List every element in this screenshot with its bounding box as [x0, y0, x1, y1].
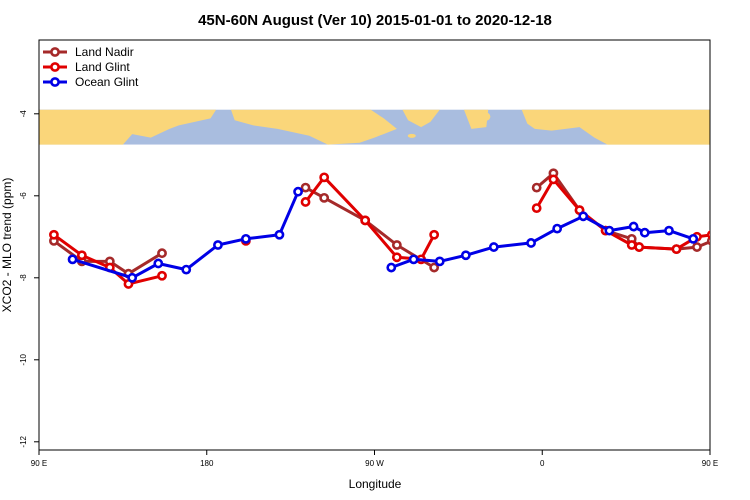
land-glint-point — [49, 229, 59, 240]
map-island-3 — [407, 133, 416, 138]
land-nadir-point — [300, 182, 311, 193]
ocean-glint-point — [127, 272, 138, 283]
y-tick-label: -8 — [19, 274, 28, 282]
ocean-glint-point — [578, 211, 589, 222]
land-nadir-line — [727, 253, 750, 274]
map-land-4 — [521, 109, 710, 145]
ocean-glint-point — [67, 254, 78, 265]
legend-marker-land-nadir — [50, 47, 60, 57]
x-tick-label: 90 W — [365, 459, 384, 468]
land-glint-point — [740, 252, 747, 259]
land-glint-point — [706, 230, 710, 240]
ocean-glint-point — [386, 262, 397, 273]
y-tick-label: -12 — [19, 435, 28, 447]
land-nadir-point — [319, 192, 330, 203]
ocean-glint-point — [688, 233, 699, 244]
ocean-glint-point — [725, 256, 732, 263]
y-tick-label: -10 — [19, 353, 28, 365]
y-tick-label: -4 — [19, 110, 28, 118]
x-tick-label: 90 E — [31, 459, 47, 468]
map-island-0 — [139, 125, 152, 132]
map-land-2 — [402, 109, 440, 128]
ocean-glint-point — [628, 221, 639, 232]
map-land-3 — [464, 109, 489, 129]
x-tick-label: 90 E — [702, 459, 718, 468]
ocean-glint-point — [274, 229, 285, 240]
ocean-glint-point — [213, 240, 223, 250]
land-nadir-point — [692, 242, 702, 252]
series-group — [49, 168, 750, 289]
x-axis: 90 E 180 90 W 0 90 E — [31, 450, 718, 468]
ocean-glint-point — [181, 264, 192, 275]
map-land-1 — [231, 109, 397, 145]
map-land-5 — [710, 110, 750, 145]
land-glint-point — [548, 174, 559, 185]
x-axis-label: Longitude — [349, 477, 402, 491]
land-glint-point — [157, 270, 167, 281]
x-tick-label: 0 — [540, 459, 545, 468]
ocean-glint-point — [293, 186, 303, 197]
ocean-glint-line — [71, 190, 300, 280]
world-map-band — [39, 109, 750, 145]
ocean-glint-point — [240, 233, 251, 244]
land-glint-point — [391, 252, 402, 263]
ocean-glint-point — [526, 238, 536, 248]
land-glint-point — [723, 235, 730, 242]
ocean-glint-point — [552, 223, 563, 234]
land-glint-point — [429, 229, 440, 240]
land-glint-line — [727, 239, 750, 284]
land-nadir-point — [531, 182, 542, 193]
ocean-glint-point — [604, 225, 615, 236]
land-glint-point — [626, 240, 637, 250]
land-nadir-point — [157, 248, 167, 259]
land-glint-point — [300, 197, 311, 207]
land-glint-point — [671, 244, 682, 254]
land-glint-point — [76, 250, 87, 261]
ocean-glint-point — [153, 258, 164, 269]
legend-label-land-glint: Land Glint — [75, 60, 130, 74]
land-glint-point — [360, 215, 371, 226]
y-tick-label: -6 — [19, 192, 28, 200]
land-nadir-point — [740, 258, 747, 265]
ocean-glint-point — [460, 250, 471, 261]
y-axis: -4 -6 -8 -10 -12 — [19, 110, 39, 448]
land-glint-point — [634, 242, 645, 252]
land-nadir-point — [429, 262, 440, 273]
land-nadir-point — [391, 240, 402, 250]
land-nadir-point — [706, 236, 710, 246]
chart-title: 45N-60N August (Ver 10) 2015-01-01 to 20… — [198, 12, 552, 29]
land-glint-point — [319, 172, 330, 183]
ocean-glint-point — [434, 256, 445, 267]
ocean-glint-point — [408, 254, 419, 265]
ocean-glint-point — [664, 225, 674, 236]
land-glint-line — [535, 177, 710, 251]
y-axis-label: XCO2 - MLO trend (ppm) — [0, 178, 14, 313]
land-glint-point — [531, 203, 542, 213]
ocean-glint-point — [639, 227, 650, 238]
map-island-2 — [561, 118, 568, 123]
legend-marker-ocean-glint — [50, 77, 60, 87]
land-glint-line — [304, 175, 436, 261]
legend-label-land-nadir: Land Nadir — [75, 45, 134, 59]
ocean-glint-point — [488, 242, 499, 252]
x-tick-label: 180 — [200, 459, 214, 468]
legend-marker-land-glint — [50, 62, 60, 72]
legend-label-ocean-glint: Ocean Glint — [75, 75, 139, 89]
map-island-1 — [482, 112, 491, 121]
plot-frame — [38, 39, 711, 451]
map-land-0 — [39, 109, 217, 145]
land-nadir-point — [723, 250, 730, 257]
